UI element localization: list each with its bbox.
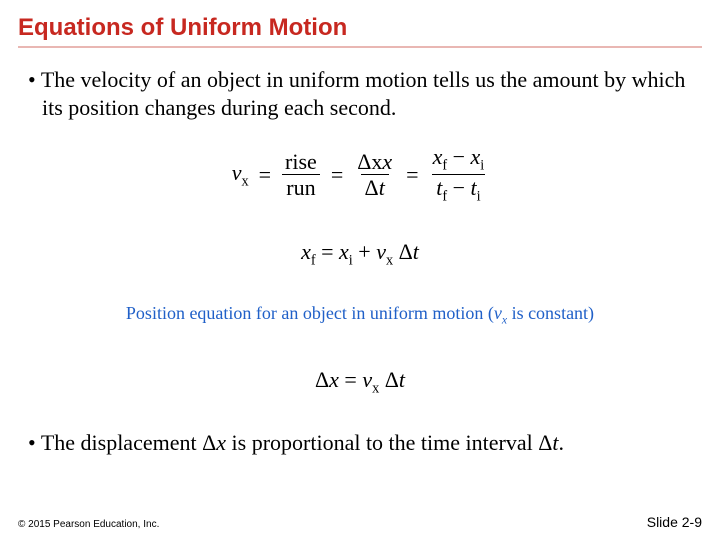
vx-symbol: vx (232, 160, 249, 190)
run: run (282, 174, 319, 199)
equation-block: vx = rise run = Δxx Δt = xf − xi tf − ti… (18, 145, 702, 397)
equation-caption: Position equation for an object in unifo… (18, 303, 702, 327)
title-rule (18, 46, 702, 48)
slide: Equations of Uniform Motion The velocity… (0, 0, 720, 540)
equation-position: xf = xi + vx Δt (18, 239, 702, 269)
copyright: © 2015 Pearson Education, Inc. (18, 519, 159, 530)
bullet-1: The velocity of an object in uniform mot… (18, 66, 702, 121)
equals-3: = (406, 162, 418, 188)
tf-minus-ti: tf − ti (432, 174, 484, 204)
rise: rise (281, 150, 321, 174)
fraction-rise-run: rise run (281, 150, 321, 199)
slide-number: Slide 2-9 (647, 514, 702, 530)
delta-t: Δt (361, 174, 389, 199)
equation-displacement: Δx = vx Δt (18, 367, 702, 397)
equals-1: = (259, 162, 271, 188)
fraction-xf-xi: xf − xi tf − ti (429, 145, 489, 205)
slide-title: Equations of Uniform Motion (18, 14, 702, 42)
delta-x: Δxx (353, 150, 396, 174)
delta-x-inline: Δx (202, 430, 226, 455)
fraction-dx-dt: Δxx Δt (353, 150, 396, 199)
footer: © 2015 Pearson Education, Inc. Slide 2-9 (18, 514, 702, 530)
delta-t-inline: Δt (538, 430, 558, 455)
equals-2: = (331, 162, 343, 188)
equation-velocity-definition: vx = rise run = Δxx Δt = xf − xi tf − ti (232, 145, 489, 205)
bullet-2: The displacement Δx is proportional to t… (18, 429, 702, 457)
xf-minus-xi: xf − xi (429, 145, 489, 174)
